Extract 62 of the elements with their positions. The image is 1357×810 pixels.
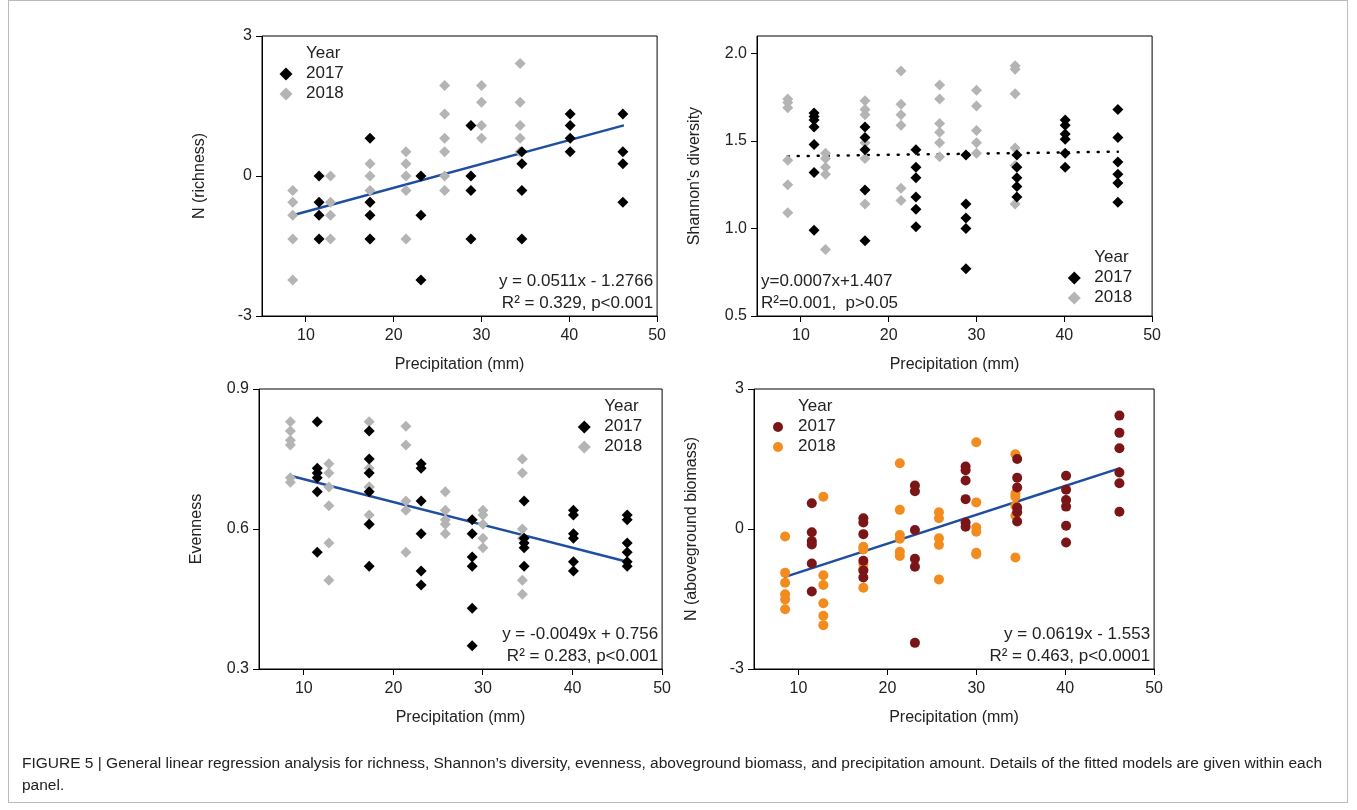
x-tick-label: 20 (878, 679, 897, 697)
y-tick-label: 3 (735, 379, 745, 397)
x-tick-label: 50 (1143, 326, 1162, 344)
legend-title: Year (306, 43, 341, 62)
y-tick-label: -3 (237, 306, 253, 324)
legend-label: 2017 (798, 416, 836, 435)
legend-title: Year (798, 396, 833, 415)
x-tick-label: 40 (563, 679, 582, 697)
x-tick-label: 30 (967, 326, 986, 344)
x-axis-title: Precipitation (mm) (395, 707, 526, 725)
x-tick-label: 30 (474, 679, 492, 697)
y-tick-label: 0 (735, 519, 745, 537)
x-tick-label: 40 (1055, 326, 1074, 344)
legend-label: 2017 (1094, 267, 1133, 286)
legend-label: 2018 (798, 436, 836, 455)
x-tick-label: 50 (1145, 679, 1164, 697)
x-tick-label: 10 (294, 679, 313, 697)
annotation: R²=0.001, p>0.05 (761, 293, 899, 312)
y-tick-label: -3 (729, 659, 745, 677)
caption: FIGURE 5 | General linear regression analysis for richness, Shannon’s diversity, evenness, aboveground biomass, and precipitation amount. Details of the fitted models are given within each panel. (22, 753, 1324, 795)
annotation: y=0.0007x+1.407 (761, 271, 893, 290)
y-axis-title: N (aboveground biomass) (682, 436, 700, 622)
annotation: y = -0.0049x + 0.756 (502, 624, 659, 643)
y-tick-label: 1.5 (724, 131, 748, 149)
annotation: y = 0.0619x - 1.553 (1004, 624, 1151, 643)
x-tick-label: 40 (560, 326, 579, 344)
x-axis-title: Precipitation (mm) (889, 354, 1020, 372)
x-tick-label: 20 (384, 326, 403, 344)
x-axis-title: Precipitation (mm) (889, 707, 1019, 725)
y-axis-title: N (richness) (190, 132, 208, 220)
annotation: y = 0.0511x - 1.2766 (498, 271, 654, 290)
x-tick-label: 50 (648, 326, 667, 344)
x-tick-label: 30 (967, 679, 986, 697)
y-tick-label: 0.5 (724, 306, 748, 324)
legend-label: 2018 (1094, 287, 1133, 306)
annotation: R² = 0.283, p<0.001 (506, 646, 659, 665)
y-tick-label: 1.0 (724, 218, 748, 236)
y-tick-label: 3 (243, 26, 253, 44)
x-tick-label: 10 (789, 679, 808, 697)
x-tick-label: 10 (792, 326, 810, 344)
x-tick-label: 30 (472, 326, 491, 344)
legend-label: 2017 (306, 63, 344, 82)
x-tick-label: 40 (1056, 679, 1075, 697)
y-axis-title: Evenness (187, 493, 205, 565)
legend-label: 2018 (604, 436, 643, 455)
legend-label: 2017 (604, 416, 643, 435)
x-tick-label: 20 (384, 679, 403, 697)
y-tick-label: 0.9 (226, 379, 250, 397)
legend-title: Year (1094, 247, 1129, 266)
x-tick-label: 10 (297, 326, 315, 344)
y-axis-title: Shannon's diversity (685, 106, 703, 246)
y-tick-label: 0.3 (226, 659, 250, 677)
annotation: R² = 0.463, p<0.0001 (989, 646, 1151, 665)
legend-title: Year (604, 396, 639, 415)
y-tick-label: 0.6 (226, 519, 250, 537)
legend-label: 2018 (306, 83, 344, 102)
x-tick-label: 20 (879, 326, 898, 344)
y-tick-label: 2.0 (724, 43, 748, 61)
x-axis-title: Precipitation (mm) (394, 354, 525, 372)
x-tick-label: 50 (653, 679, 672, 697)
annotation: R² = 0.329, p<0.001 (501, 293, 654, 312)
y-tick-label: 0 (243, 166, 253, 184)
